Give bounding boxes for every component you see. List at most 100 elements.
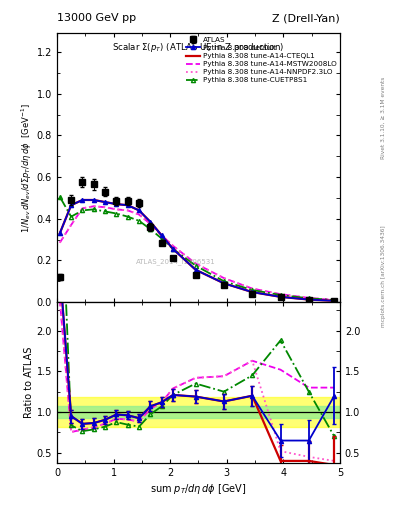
Pythia 8.308 tune-CUETP8S1 bbox=[114, 210, 119, 217]
Text: ATLAS_2014_I1306531: ATLAS_2014_I1306531 bbox=[136, 259, 216, 265]
Pythia 8.308 tune-CUETP8S1 bbox=[80, 207, 85, 214]
X-axis label: sum $p_T/d\eta\,d\phi$ [GeV]: sum $p_T/d\eta\,d\phi$ [GeV] bbox=[150, 482, 247, 497]
Pythia 8.308 default bbox=[171, 246, 175, 252]
Pythia 8.308 tune-A14-MSTW2008LO bbox=[57, 240, 62, 246]
Legend: ATLAS, Pythia 8.308 default, Pythia 8.308 tune-A14-CTEQL1, Pythia 8.308 tune-A14: ATLAS, Pythia 8.308 default, Pythia 8.30… bbox=[185, 35, 338, 85]
Pythia 8.308 tune-A14-CTEQL1 bbox=[137, 207, 141, 214]
Pythia 8.308 tune-CUETP8S1 bbox=[222, 278, 226, 284]
Pythia 8.308 tune-A14-NNPDF2.3LO bbox=[148, 221, 153, 227]
Pythia 8.308 tune-CUETP8S1 bbox=[137, 218, 141, 224]
Pythia 8.308 tune-A14-MSTW2008LO bbox=[222, 275, 226, 281]
Pythia 8.308 default bbox=[114, 201, 119, 207]
Pythia 8.308 tune-A14-CTEQL1 bbox=[250, 289, 255, 295]
Pythia 8.308 tune-A14-NNPDF2.3LO bbox=[171, 243, 175, 249]
Pythia 8.308 tune-CUETP8S1 bbox=[125, 214, 130, 220]
Pythia 8.308 tune-CUETP8S1 bbox=[69, 214, 73, 220]
Line: Pythia 8.308 tune-CUETP8S1: Pythia 8.308 tune-CUETP8S1 bbox=[58, 195, 336, 302]
Pythia 8.308 tune-CUETP8S1 bbox=[250, 287, 255, 293]
Pythia 8.308 tune-A14-CTEQL1 bbox=[307, 296, 311, 303]
Pythia 8.308 tune-A14-NNPDF2.3LO bbox=[80, 205, 85, 211]
Pythia 8.308 default bbox=[80, 197, 85, 203]
Pythia 8.308 tune-A14-CTEQL1 bbox=[114, 201, 119, 207]
Pythia 8.308 tune-CUETP8S1 bbox=[193, 263, 198, 269]
Pythia 8.308 default bbox=[137, 207, 141, 214]
Pythia 8.308 tune-A14-NNPDF2.3LO bbox=[278, 291, 283, 297]
Pythia 8.308 tune-CUETP8S1 bbox=[171, 246, 175, 252]
Pythia 8.308 tune-A14-CTEQL1 bbox=[92, 197, 96, 203]
Pythia 8.308 tune-A14-CTEQL1 bbox=[159, 232, 164, 239]
Bar bbox=[57, 407, 340, 418]
Pythia 8.308 tune-A14-NNPDF2.3LO bbox=[103, 204, 107, 210]
Pythia 8.308 default bbox=[148, 219, 153, 225]
Pythia 8.308 tune-A14-MSTW2008LO bbox=[159, 232, 164, 239]
Pythia 8.308 tune-A14-NNPDF2.3LO bbox=[250, 286, 255, 292]
Pythia 8.308 tune-A14-MSTW2008LO bbox=[69, 222, 73, 228]
Pythia 8.308 tune-A14-MSTW2008LO bbox=[193, 261, 198, 267]
Pythia 8.308 tune-A14-CTEQL1 bbox=[222, 280, 226, 286]
Pythia 8.308 default bbox=[69, 202, 73, 208]
Pythia 8.308 tune-A14-NNPDF2.3LO bbox=[57, 240, 62, 246]
Line: Pythia 8.308 default: Pythia 8.308 default bbox=[58, 198, 336, 303]
Pythia 8.308 tune-A14-CTEQL1 bbox=[80, 197, 85, 203]
Pythia 8.308 tune-A14-MSTW2008LO bbox=[307, 295, 311, 301]
Pythia 8.308 tune-A14-NNPDF2.3LO bbox=[159, 232, 164, 239]
Pythia 8.308 default bbox=[332, 298, 337, 304]
Bar bbox=[57, 397, 340, 426]
Pythia 8.308 tune-A14-CTEQL1 bbox=[171, 246, 175, 252]
Pythia 8.308 tune-A14-NNPDF2.3LO bbox=[69, 222, 73, 228]
Pythia 8.308 tune-A14-CTEQL1 bbox=[57, 230, 62, 237]
Text: Scalar $\Sigma(p_T)$ (ATLAS UE in Z production): Scalar $\Sigma(p_T)$ (ATLAS UE in Z prod… bbox=[112, 41, 285, 54]
Pythia 8.308 tune-A14-MSTW2008LO bbox=[171, 243, 175, 249]
Pythia 8.308 default bbox=[57, 230, 62, 237]
Pythia 8.308 tune-A14-CTEQL1 bbox=[332, 298, 337, 304]
Pythia 8.308 tune-A14-NNPDF2.3LO bbox=[193, 261, 198, 267]
Text: Rivet 3.1.10, ≥ 3.1M events: Rivet 3.1.10, ≥ 3.1M events bbox=[381, 77, 386, 159]
Pythia 8.308 tune-A14-NNPDF2.3LO bbox=[114, 206, 119, 212]
Pythia 8.308 tune-A14-NNPDF2.3LO bbox=[92, 203, 96, 209]
Pythia 8.308 default bbox=[92, 197, 96, 203]
Y-axis label: Ratio to ATLAS: Ratio to ATLAS bbox=[24, 347, 34, 418]
Pythia 8.308 tune-CUETP8S1 bbox=[103, 208, 107, 215]
Y-axis label: $1/N_{ev}\,dN_{ev}/d\Sigma p_T/d\eta\,d\phi$  [GeV$^{-1}$]: $1/N_{ev}\,dN_{ev}/d\Sigma p_T/d\eta\,d\… bbox=[20, 103, 34, 232]
Pythia 8.308 tune-A14-CTEQL1 bbox=[103, 199, 107, 205]
Pythia 8.308 tune-CUETP8S1 bbox=[307, 295, 311, 302]
Pythia 8.308 tune-CUETP8S1 bbox=[57, 194, 62, 200]
Pythia 8.308 default bbox=[278, 294, 283, 300]
Pythia 8.308 tune-CUETP8S1 bbox=[148, 226, 153, 232]
Line: Pythia 8.308 tune-A14-MSTW2008LO: Pythia 8.308 tune-A14-MSTW2008LO bbox=[60, 206, 334, 300]
Text: 13000 GeV pp: 13000 GeV pp bbox=[57, 13, 136, 23]
Pythia 8.308 default bbox=[103, 199, 107, 205]
Pythia 8.308 tune-CUETP8S1 bbox=[332, 297, 337, 303]
Pythia 8.308 tune-A14-MSTW2008LO bbox=[332, 297, 337, 303]
Pythia 8.308 tune-A14-MSTW2008LO bbox=[103, 204, 107, 210]
Pythia 8.308 tune-A14-MSTW2008LO bbox=[148, 221, 153, 227]
Pythia 8.308 tune-CUETP8S1 bbox=[159, 236, 164, 242]
Pythia 8.308 tune-A14-MSTW2008LO bbox=[114, 206, 119, 212]
Pythia 8.308 tune-A14-CTEQL1 bbox=[278, 294, 283, 300]
Pythia 8.308 default bbox=[250, 289, 255, 295]
Pythia 8.308 tune-A14-CTEQL1 bbox=[148, 219, 153, 225]
Pythia 8.308 default bbox=[307, 296, 311, 303]
Pythia 8.308 tune-A14-NNPDF2.3LO bbox=[332, 297, 337, 303]
Text: Z (Drell-Yan): Z (Drell-Yan) bbox=[272, 13, 340, 23]
Line: Pythia 8.308 tune-A14-CTEQL1: Pythia 8.308 tune-A14-CTEQL1 bbox=[60, 200, 334, 301]
Text: mcplots.cern.ch [arXiv:1306.3436]: mcplots.cern.ch [arXiv:1306.3436] bbox=[381, 226, 386, 327]
Pythia 8.308 tune-CUETP8S1 bbox=[278, 292, 283, 298]
Pythia 8.308 default bbox=[222, 280, 226, 286]
Pythia 8.308 tune-A14-MSTW2008LO bbox=[278, 291, 283, 297]
Pythia 8.308 tune-A14-MSTW2008LO bbox=[137, 211, 141, 218]
Pythia 8.308 tune-CUETP8S1 bbox=[92, 206, 96, 212]
Pythia 8.308 tune-A14-CTEQL1 bbox=[69, 202, 73, 208]
Line: Pythia 8.308 tune-A14-NNPDF2.3LO: Pythia 8.308 tune-A14-NNPDF2.3LO bbox=[60, 206, 334, 300]
Pythia 8.308 tune-A14-NNPDF2.3LO bbox=[307, 295, 311, 301]
Pythia 8.308 tune-A14-MSTW2008LO bbox=[125, 207, 130, 214]
Pythia 8.308 tune-A14-NNPDF2.3LO bbox=[222, 275, 226, 281]
Pythia 8.308 tune-A14-NNPDF2.3LO bbox=[125, 207, 130, 214]
Pythia 8.308 default bbox=[193, 267, 198, 273]
Pythia 8.308 tune-A14-NNPDF2.3LO bbox=[137, 211, 141, 218]
Pythia 8.308 tune-A14-MSTW2008LO bbox=[92, 203, 96, 209]
Pythia 8.308 default bbox=[159, 232, 164, 239]
Pythia 8.308 default bbox=[125, 202, 130, 208]
Pythia 8.308 tune-A14-CTEQL1 bbox=[193, 267, 198, 273]
Pythia 8.308 tune-A14-MSTW2008LO bbox=[80, 205, 85, 211]
